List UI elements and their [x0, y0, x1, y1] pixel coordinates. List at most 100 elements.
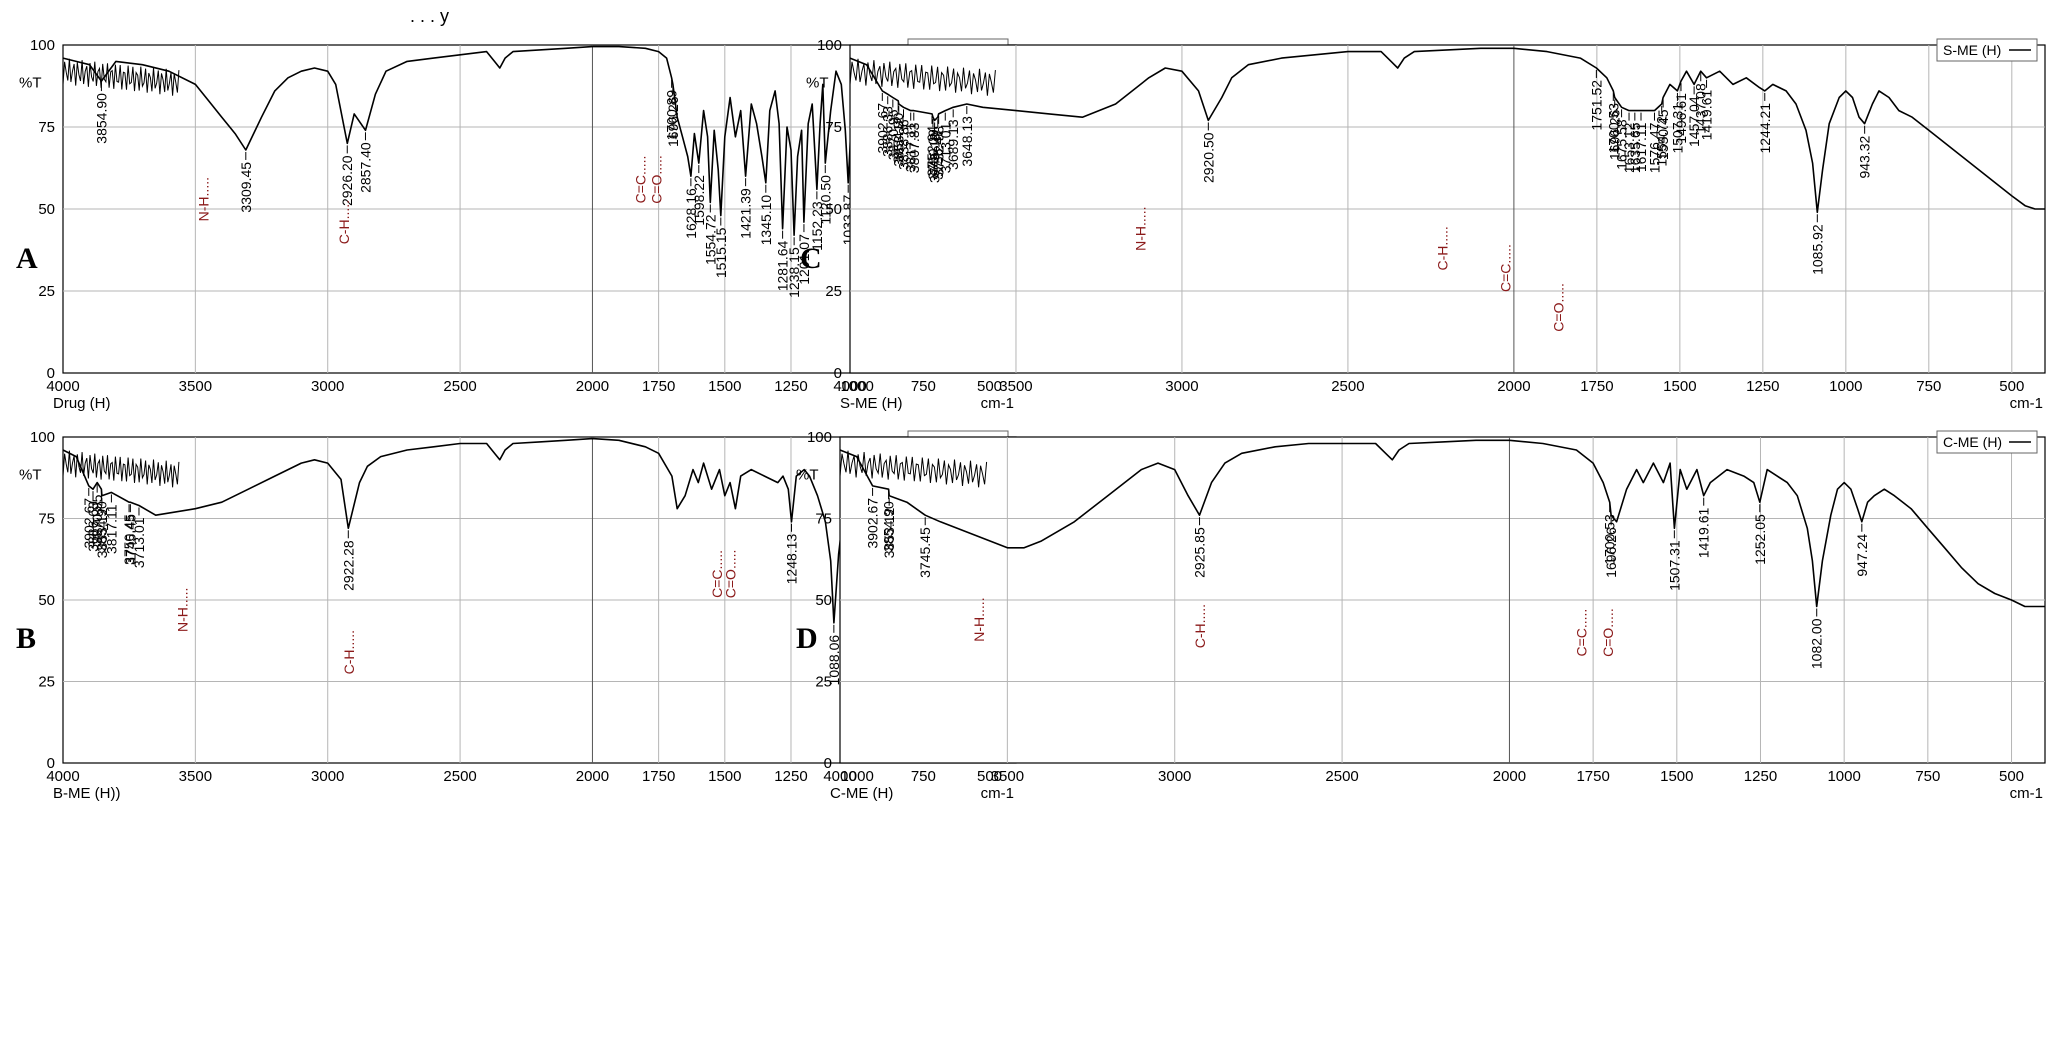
- y-tick-label: 100: [30, 37, 55, 54]
- peak-label: 1248.13: [783, 534, 799, 585]
- peak-label: 1252.05: [1752, 514, 1768, 565]
- y-tick-label: 50: [825, 201, 842, 218]
- y-tick-label: 75: [815, 511, 832, 528]
- x-tick-label: 2500: [443, 768, 476, 785]
- x-tick-label: 3500: [179, 378, 212, 395]
- peak-label: 3854.90: [890, 113, 906, 164]
- peak-label: 3648.13: [959, 116, 975, 167]
- peak-label: 3886.33: [880, 106, 896, 157]
- group-annotation: C=O.....: [1600, 608, 1616, 657]
- x-tick-label: 3500: [991, 768, 1024, 785]
- peak-label: 1201.07: [796, 234, 812, 285]
- peak-label: 1152.23: [809, 201, 825, 251]
- legend-box: [1936, 38, 2038, 62]
- peak-label: 3750.09: [925, 129, 941, 180]
- peak-label: 3870.95: [89, 494, 105, 545]
- x-tick-label: 1500: [708, 768, 741, 785]
- y-tick-label: 100: [30, 429, 55, 446]
- peak-label: 3853.12: [891, 116, 907, 167]
- group-annotation: C=C.....: [1573, 609, 1589, 657]
- peak-label: 3713.01: [937, 122, 953, 173]
- peak-label: 2925.85: [1192, 527, 1208, 578]
- spectrum-noise: [849, 58, 996, 96]
- panel-letter: C: [800, 242, 822, 275]
- y-axis-label: %T: [796, 466, 819, 483]
- peak-label: 3870.95: [885, 109, 901, 160]
- y-tick-label: 50: [38, 201, 55, 218]
- peak-label: 3854.90: [93, 93, 109, 144]
- x-tick-label: 2000: [576, 768, 609, 785]
- x-tick-label: 3000: [311, 768, 344, 785]
- x-axis-label: S-ME (H): [840, 395, 903, 412]
- peak-label: 1345.10: [758, 195, 774, 246]
- y-tick-label: 100: [807, 429, 832, 446]
- x-tick-label: 1000: [1827, 768, 1860, 785]
- x-tick-label: 1250: [1744, 768, 1777, 785]
- x-tick-label: 4000: [823, 768, 856, 785]
- ftir-panel-d: 0 25 50 75 100 %T 4000 3500 3000 2500 2000 1750 1500…: [796, 429, 2046, 802]
- y-tick-label: 0: [834, 365, 842, 382]
- x-tick-label: 1000: [840, 768, 873, 785]
- panel-letter: B: [16, 622, 36, 655]
- y-tick-label: 25: [38, 674, 55, 691]
- peak-label: 1088.06: [826, 635, 842, 686]
- peak-label: 3853.12: [881, 507, 897, 558]
- peak-label: 3735.47: [930, 129, 946, 180]
- peak-label: 1550.45: [1655, 109, 1671, 160]
- peak-label: 1554.72: [702, 214, 718, 265]
- x-tick-label: 1500: [1660, 768, 1693, 785]
- x-tick-label: 1000: [1829, 378, 1862, 395]
- y-tick-label: 25: [825, 283, 842, 300]
- x-tick-label: 1750: [1576, 768, 1609, 785]
- y-tick-label: 50: [38, 592, 55, 609]
- peak-label: 1617.11: [1633, 122, 1649, 172]
- y-axis-label: %T: [19, 75, 42, 92]
- x-axis-unit: cm-1: [981, 395, 1014, 412]
- panel-letter: D: [796, 622, 818, 655]
- y-axis-label: %T: [19, 466, 42, 483]
- peak-label: 1419.61: [1696, 507, 1712, 558]
- peak-label: 3689.13: [945, 119, 961, 170]
- x-tick-label: 1750: [1580, 378, 1613, 395]
- group-annotation: C=O.....: [722, 550, 738, 599]
- peak-label: 3752.94: [924, 126, 940, 177]
- x-axis-unit: cm-1: [2010, 395, 2043, 412]
- x-tick-label: 500: [977, 378, 1002, 395]
- group-annotation: C=C.....: [632, 156, 648, 204]
- peak-label: 1507.31: [1669, 103, 1685, 154]
- peak-label: 1700.53: [1605, 103, 1621, 154]
- peak-label: 3732.98: [931, 126, 947, 177]
- spectrum-line: [839, 439, 2045, 608]
- peak-label: 1244.21: [1757, 103, 1773, 154]
- peak-label: 3838.86: [895, 119, 911, 170]
- peak-label: 1628.16: [683, 188, 699, 239]
- x-tick-label: 1000: [840, 378, 873, 395]
- x-tick-label: 2500: [1331, 378, 1364, 395]
- peak-label: 2857.40: [357, 142, 373, 193]
- peak-label: 1281.64: [775, 240, 791, 291]
- peak-label: 1696.26: [1603, 527, 1619, 578]
- legend-label: S-ME (H): [1943, 42, 2001, 58]
- x-tick-label: 1750: [642, 378, 675, 395]
- x-tick-label: 500: [977, 768, 1002, 785]
- legend-box: [1936, 430, 2038, 454]
- x-axis-label: C-ME (H): [830, 785, 893, 802]
- peak-label: 3854.90: [881, 501, 897, 552]
- y-tick-label: 100: [817, 37, 842, 54]
- y-axis-label: %T: [806, 75, 829, 92]
- peak-label: 3745.45: [917, 527, 933, 578]
- legend-label: C-ME (H): [1943, 434, 2002, 450]
- peak-label: 1576.47: [1646, 122, 1662, 173]
- peak-label: 1085.92: [1809, 224, 1825, 275]
- peak-label: 3745.45: [122, 514, 138, 565]
- x-tick-label: 750: [1916, 378, 1941, 395]
- spectrum-noise: [62, 450, 180, 488]
- peak-label: 2920.50: [1200, 132, 1216, 183]
- group-annotation: N-H.....: [1132, 207, 1148, 251]
- peak-label: 1496.61: [1673, 93, 1689, 144]
- peak-label: 1120.50: [817, 175, 833, 225]
- peak-label: 3902.67: [874, 103, 890, 154]
- peak-label: 1507.31: [1666, 540, 1682, 591]
- peak-label: 1696.26: [665, 96, 681, 147]
